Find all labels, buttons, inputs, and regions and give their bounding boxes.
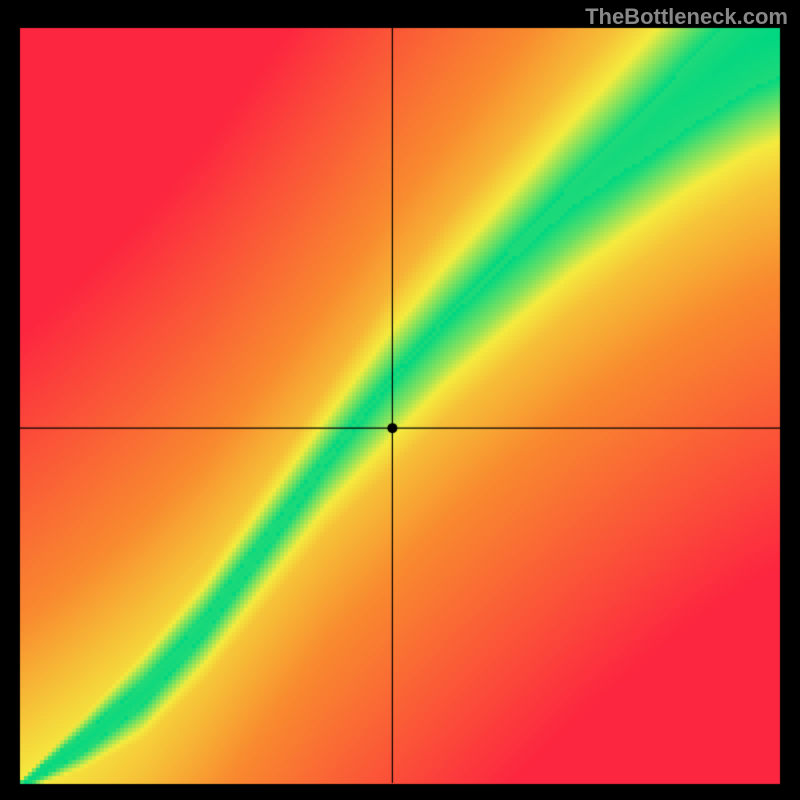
chart-container: TheBottleneck.com [0,0,800,800]
watermark-label: TheBottleneck.com [585,4,788,30]
heatmap-canvas [0,0,800,800]
